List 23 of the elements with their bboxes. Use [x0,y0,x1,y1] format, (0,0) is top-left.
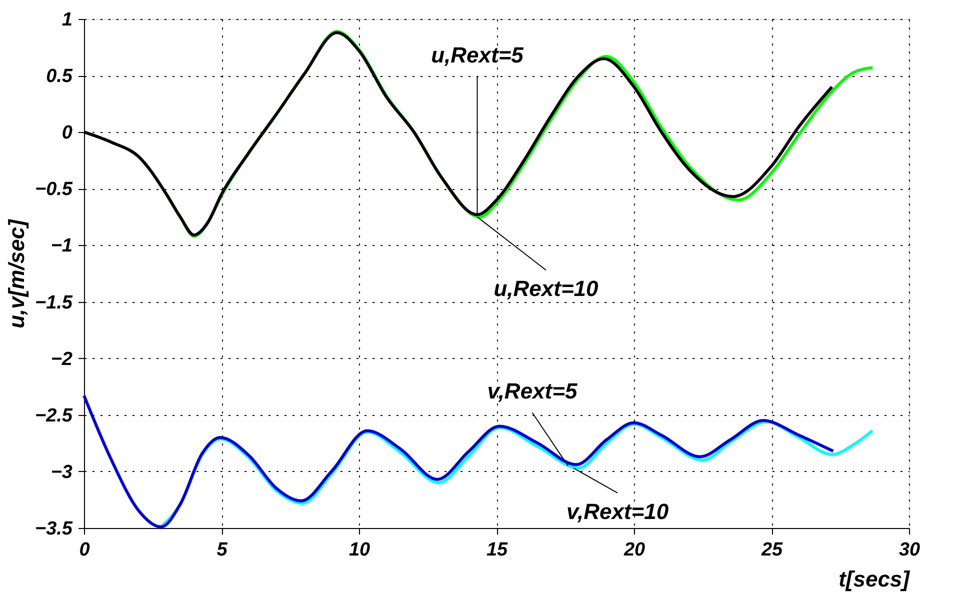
annotation: u,Rext=5 [431,42,524,68]
x-axis-title: t[secs] [838,566,910,592]
x-tick-label: 15 [486,540,508,560]
annotation: v,Rext=10 [566,498,670,524]
x-tick-label: 5 [216,540,228,560]
annotation: u,Rext=10 [494,276,600,302]
x-tick-label: 0 [79,540,90,560]
x-tick-label: 30 [898,540,920,560]
y-tick-label: −0.5 [34,179,73,200]
y-tick-label: 0.5 [46,66,73,88]
y-tick-label: −1.5 [34,292,73,314]
y-tick-label: −2 [50,348,73,370]
y-axis-title: u,v[m/sec] [4,218,29,328]
y-tick-label: −3 [50,462,73,483]
y-tick-label: −2.5 [34,405,73,426]
x-tick-label: 20 [622,540,646,560]
y-tick-label: 0 [62,122,73,144]
annotation: v,Rext=5 [487,378,578,404]
y-tick-label: −1 [50,236,72,257]
y-tick-label: −3.5 [34,518,73,540]
y-tick-label: 1 [62,10,72,30]
x-tick-label: 10 [348,540,370,560]
x-tick-label: 25 [760,540,783,560]
